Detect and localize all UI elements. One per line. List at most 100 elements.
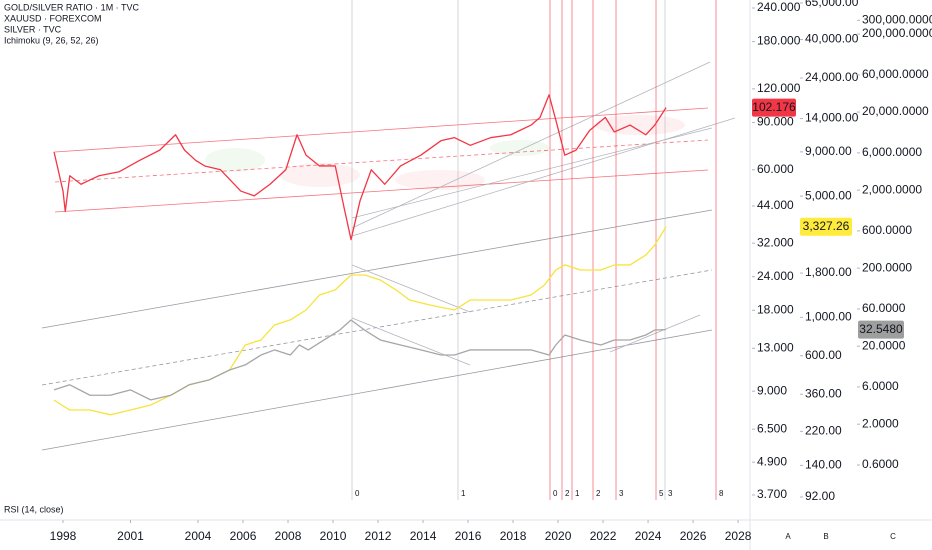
y-tick-label: 60,000.0000: [862, 67, 929, 81]
x-tick-label: 2028: [725, 529, 752, 543]
ichimoku-cloud: [595, 115, 685, 135]
channel-line: [41, 209, 713, 329]
y-tick-label: 600.00: [805, 348, 842, 362]
ichimoku-cloud: [205, 148, 265, 172]
x-tick-label: 2001: [117, 529, 144, 543]
y-tick-label: 90.000: [757, 115, 794, 129]
y-tick-label: 24,000.00: [805, 70, 859, 84]
fib-time-label: 0: [355, 489, 360, 498]
fib-time-label: 1: [461, 489, 466, 498]
price-tag-label: 102.176: [752, 100, 796, 114]
x-tick-label: 2006: [230, 529, 257, 543]
price-tag: [858, 320, 904, 339]
price-tag: [800, 217, 852, 236]
channel-line: [41, 269, 713, 386]
x-tick-label: 2010: [320, 529, 347, 543]
y-tick-label: 60.0000: [862, 301, 906, 315]
drawings: [41, 61, 736, 451]
y-tick-label: 13.000: [757, 340, 794, 354]
y-tick-label: 360.00: [805, 386, 842, 400]
y-tick-label: 180.000: [757, 34, 801, 48]
y-tick-label: 14,000.00: [805, 111, 859, 125]
x-tick-label: 2014: [410, 529, 437, 543]
fib-time-label: 2: [596, 489, 601, 498]
x-tick-label: 2018: [500, 529, 527, 543]
fib-time-label: 8: [719, 489, 724, 498]
x-tick-label: 2026: [680, 529, 707, 543]
trend-line: [351, 317, 471, 366]
legend-entry: SILVER · TVC: [4, 24, 62, 34]
y-tick-label: 6.500: [757, 421, 787, 435]
x-tick-label: 2024: [635, 529, 662, 543]
y-tick-label: 20,000.0000: [862, 104, 929, 118]
y-tick-label: 24.000: [757, 269, 794, 283]
fib-time-label: 2: [565, 489, 570, 498]
fib-time-label: 3: [668, 489, 673, 498]
legend-entry: Ichimoku (9, 26, 52, 26): [4, 35, 99, 45]
x-tick-label: 2020: [545, 529, 572, 543]
x-tick-label: 2012: [365, 529, 392, 543]
y-tick-label: 32.000: [757, 235, 794, 249]
fib-time-label: 0: [553, 489, 558, 498]
channel-line: [54, 169, 709, 213]
y-tick-label: 1,800.00: [805, 265, 852, 279]
rsi-label: RSI (14, close): [4, 504, 64, 514]
y-tick-label: 92.00: [805, 489, 835, 503]
channel-line: [41, 329, 713, 451]
y-tick-label: 4.900: [757, 454, 787, 468]
y-tick-label: 20.0000: [862, 338, 906, 352]
channel-line: [54, 107, 709, 153]
y-tick-label: 18.000: [757, 302, 794, 316]
trend-line: [351, 264, 471, 313]
price-line: [53, 319, 667, 401]
y-tick-label: 0.6000: [862, 457, 899, 471]
y-tick-label: 40,000.00: [805, 32, 859, 46]
y-tick-label: 1,000.00: [805, 309, 852, 323]
fib-time-label: 3: [619, 489, 624, 498]
y-tick-label: 6,000.0000: [862, 145, 922, 159]
y-tick-label: 240.000: [757, 0, 801, 14]
trend-line: [351, 61, 711, 229]
y-tick-label: 120.000: [757, 81, 801, 95]
trend-line: [351, 127, 713, 219]
y-tick-label: 2.0000: [862, 416, 899, 430]
y-tick-label: 60.000: [757, 162, 794, 176]
y-tick-label: 9,000.00: [805, 144, 852, 158]
channel-line: [54, 139, 709, 183]
ichimoku-cloud: [280, 163, 360, 187]
price-tag-label: 32.5480: [859, 322, 903, 336]
x-tick-label: 2016: [455, 529, 482, 543]
y-tick-label: 44.000: [757, 198, 794, 212]
trend-line: [351, 117, 736, 237]
trend-line: [609, 314, 701, 353]
price-line: [53, 94, 667, 241]
ichimoku-cloud: [490, 140, 550, 156]
scale-button[interactable]: A: [785, 532, 791, 541]
legend-entry: GOLD/SILVER RATIO · 1M · TVC: [4, 2, 140, 12]
fib-time-label: 1: [575, 489, 580, 498]
x-tick-label: 1998: [50, 529, 77, 543]
y-tick-label: 200,000.0000: [862, 26, 932, 40]
ichimoku-cloud: [395, 170, 485, 190]
y-tick-label: 300,000.0000: [862, 12, 932, 26]
y-tick-label: 600.0000: [862, 223, 912, 237]
y-tick-label: 3.700: [757, 487, 787, 501]
scale-button[interactable]: C: [890, 532, 896, 541]
y-tick-label: 2,000.0000: [862, 182, 922, 196]
price-tag: [752, 98, 796, 117]
y-tick-label: 5,000.00: [805, 188, 852, 202]
x-tick-label: 2004: [185, 529, 212, 543]
x-tick-label: 2022: [590, 529, 617, 543]
fib-time-label: 5: [659, 489, 664, 498]
y-tick-label: 140.00: [805, 458, 842, 472]
y-tick-label: 9.000: [757, 383, 787, 397]
y-tick-label: 6.0000: [862, 379, 899, 393]
legend-entry: XAUUSD · FOREXCOM: [4, 13, 102, 23]
y-tick-label: 200.0000: [862, 260, 912, 274]
price-tag-label: 3,327.26: [803, 219, 850, 233]
x-tick-label: 2008: [275, 529, 302, 543]
scale-button[interactable]: B: [823, 532, 828, 541]
y-tick-label: 220.00: [805, 424, 842, 438]
